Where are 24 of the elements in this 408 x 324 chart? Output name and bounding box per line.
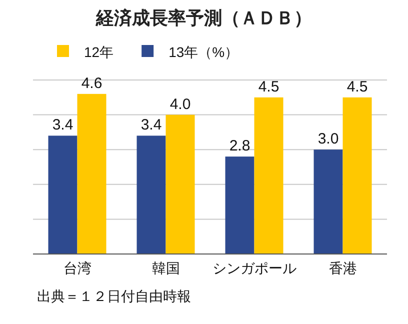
x-tick-label: 台湾 [63, 260, 92, 276]
data-label: 3.0 [318, 130, 339, 148]
data-label: 4.0 [170, 96, 191, 113]
chart-title: 経済成長率予測（ＡＤＢ） [95, 8, 312, 28]
x-tick-label: 香港 [328, 260, 357, 276]
bar [314, 150, 343, 254]
data-label: 2.8 [229, 138, 250, 155]
source-note: 出典＝１２日付自由時報 [37, 288, 191, 304]
bar [254, 97, 284, 254]
bar [77, 94, 106, 254]
x-tick-label: 韓国 [152, 260, 180, 276]
bar [136, 136, 166, 254]
bar [225, 156, 254, 254]
data-label: 4.5 [258, 78, 280, 96]
legend-label: 12年 [84, 44, 114, 60]
bar [166, 114, 195, 254]
data-label: 3.4 [140, 116, 162, 134]
legend-label: 13年（%） [168, 44, 239, 60]
data-label: 4.6 [81, 74, 102, 92]
bar [342, 97, 372, 254]
data-label: 4.5 [346, 78, 368, 96]
bar [48, 136, 78, 254]
x-tick-label: シンガポール [212, 260, 296, 276]
data-label: 3.4 [52, 116, 74, 134]
